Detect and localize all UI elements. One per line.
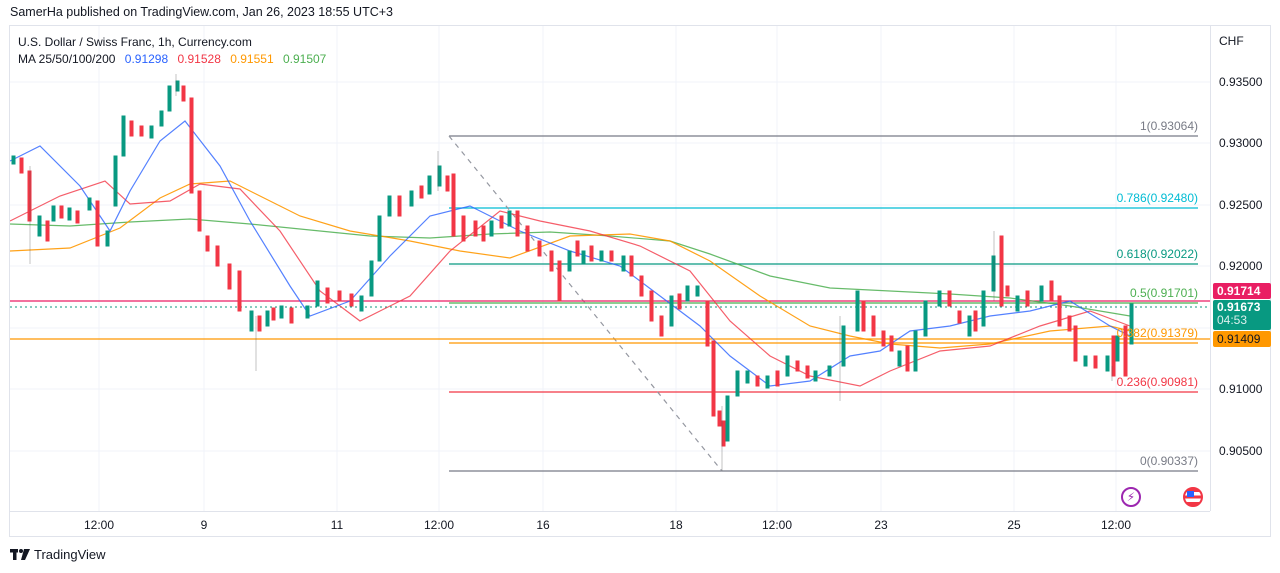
- time-tick: 16: [536, 518, 550, 532]
- footer-brand[interactable]: TradingView: [10, 547, 106, 562]
- price-tick: 0.91000: [1219, 382, 1263, 396]
- time-tick: 12:00: [423, 518, 455, 532]
- time-tick: 25: [1007, 518, 1021, 532]
- orange-line-price-tag: 0.91409: [1213, 331, 1271, 347]
- last-price-tag: 0.91673 04:53: [1213, 300, 1271, 330]
- us-flag-icon[interactable]: [1183, 487, 1203, 507]
- price-tick: 0.93000: [1219, 136, 1263, 150]
- chart-legend: U.S. Dollar / Swiss Franc, 1h, Currency.…: [18, 34, 326, 68]
- ma25-value: 0.91298: [124, 52, 169, 66]
- fib-label-0236: 0.236(0.90981): [1116, 375, 1198, 389]
- price-axis[interactable]: CHF 0.93500 0.93000 0.92500 0.92000 0.91…: [1210, 26, 1271, 511]
- time-tick: 12:00: [761, 518, 793, 532]
- currency-label: CHF: [1219, 34, 1244, 48]
- time-tick: 18: [669, 518, 683, 532]
- candlesticks: [11, 74, 1134, 471]
- lightning-icon[interactable]: ⚡: [1121, 487, 1141, 507]
- time-tick: 11: [330, 518, 344, 532]
- price-tick: 0.92000: [1219, 259, 1263, 273]
- bar-countdown: 04:53: [1217, 313, 1248, 327]
- brand-name: TradingView: [34, 547, 106, 562]
- chart-frame[interactable]: U.S. Dollar / Swiss Franc, 1h, Currency.…: [9, 25, 1271, 537]
- ma200-value: 0.91507: [282, 52, 327, 66]
- price-tick: 0.93500: [1219, 75, 1263, 89]
- fib-label-0382: 0.382(0.91379): [1116, 326, 1198, 340]
- ma100-value: 0.91551: [230, 52, 274, 66]
- tradingview-logo-icon: [10, 548, 30, 560]
- fib-retracement: [448, 135, 1198, 472]
- price-tick: 0.92500: [1219, 198, 1263, 212]
- fib-label-1: 1(0.93064): [1139, 119, 1198, 133]
- fib-label-0: 0(0.90337): [1139, 454, 1198, 468]
- symbol-title: U.S. Dollar / Swiss Franc, 1h, Currency.…: [18, 35, 252, 49]
- ma-label: MA 25/50/100/200: [18, 52, 116, 66]
- time-tick: 12:00: [1100, 518, 1132, 532]
- time-tick: 12:00: [83, 518, 115, 532]
- fib-label-0786: 0.786(0.92480): [1116, 191, 1198, 205]
- fib-label-05: 0.5(0.91701): [1129, 286, 1198, 300]
- publish-info: SamerHa published on TradingView.com, Ja…: [10, 5, 393, 19]
- high-line-price-tag: 0.91714: [1213, 283, 1271, 299]
- ma50-value: 0.91528: [177, 52, 221, 66]
- time-tick: 23: [874, 518, 888, 532]
- ma-legend-row: MA 25/50/100/200 0.91298 0.91528 0.91551…: [18, 51, 326, 68]
- price-tick: 0.90500: [1219, 444, 1263, 458]
- last-price-value: 0.91673: [1217, 300, 1261, 314]
- time-tick: 9: [200, 518, 208, 532]
- time-axis[interactable]: 12:00 9 11 12:00 16 18 12:00 23 25 12:00: [10, 511, 1210, 537]
- chart-canvas[interactable]: [10, 26, 1210, 511]
- fib-label-0618: 0.618(0.92022): [1116, 247, 1198, 261]
- chart-plot-area[interactable]: U.S. Dollar / Swiss Franc, 1h, Currency.…: [10, 26, 1210, 511]
